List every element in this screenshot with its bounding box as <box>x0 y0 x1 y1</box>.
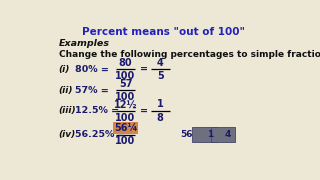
Text: 4: 4 <box>225 130 231 139</box>
Text: 5: 5 <box>157 71 164 81</box>
Text: 100: 100 <box>116 113 136 123</box>
Text: 57: 57 <box>119 78 132 89</box>
Text: =: = <box>140 107 148 116</box>
Text: (iv): (iv) <box>59 130 76 139</box>
Text: Change the following percentages to simple fractions:: Change the following percentages to simp… <box>59 50 320 59</box>
Text: =: = <box>140 65 148 74</box>
Text: 1: 1 <box>157 99 164 109</box>
Text: (ii): (ii) <box>59 86 73 95</box>
Text: 12.5% =: 12.5% = <box>75 107 119 116</box>
Text: 56: 56 <box>180 130 193 139</box>
Text: 57% =: 57% = <box>75 86 108 95</box>
FancyBboxPatch shape <box>192 127 217 142</box>
Text: 100: 100 <box>116 71 136 81</box>
Text: Percent means "out of 100": Percent means "out of 100" <box>83 27 245 37</box>
Text: 12½: 12½ <box>114 99 137 109</box>
Text: (iii): (iii) <box>59 107 76 116</box>
Text: 4: 4 <box>157 58 164 68</box>
FancyBboxPatch shape <box>211 127 236 142</box>
Text: 8: 8 <box>157 113 164 123</box>
Text: 80: 80 <box>119 58 132 68</box>
Text: Examples: Examples <box>59 39 109 48</box>
Text: 1: 1 <box>207 130 213 139</box>
Text: 100: 100 <box>116 92 136 102</box>
Text: 56.25% =: 56.25% = <box>75 130 125 139</box>
Text: (i): (i) <box>59 65 70 74</box>
Text: 56¼: 56¼ <box>114 123 137 133</box>
Text: 80% =: 80% = <box>75 65 108 74</box>
Text: 100: 100 <box>116 136 136 146</box>
